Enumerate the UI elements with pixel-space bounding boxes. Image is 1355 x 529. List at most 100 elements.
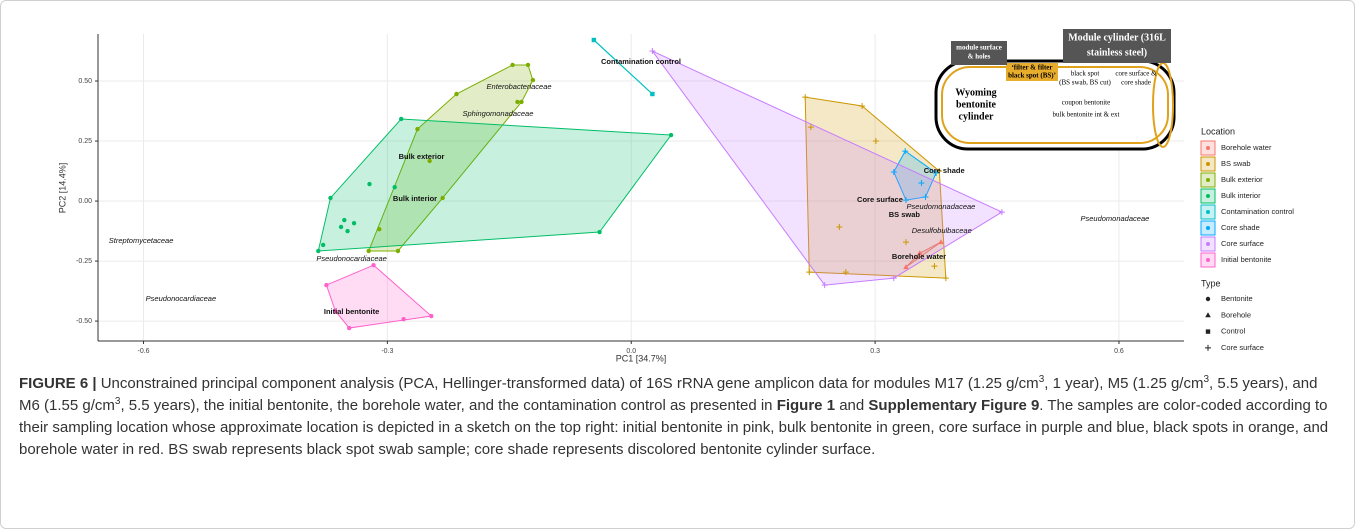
legend-symbol [1205,312,1211,317]
point [399,117,403,121]
annotation: Pseudonocardiaceae [316,254,386,263]
point [401,317,405,321]
legend-symbol [1206,329,1210,333]
legend-label: Core surface [1221,343,1264,352]
legend-label: Core surface [1221,239,1264,248]
caption-text: FIGURE 6 | [19,375,97,392]
x-axis-label: PC1 [34.7%] [616,353,667,363]
y-tick-label: 0.25 [78,138,92,145]
legend-label: Control [1221,327,1246,336]
y-tick-label: -0.25 [76,258,92,265]
point [342,218,346,222]
y-tick-label: -0.50 [76,318,92,325]
legend-dot [1206,178,1210,182]
legend-label: Borehole water [1221,143,1272,152]
sketch-label: bentonite [956,99,997,110]
legend-label: Borehole [1221,310,1251,319]
point [510,63,514,67]
point [377,227,381,231]
sketch-label: core surface & [1115,70,1157,78]
point [324,283,328,287]
caption-text: Figure 1 [777,397,835,414]
legend-dot [1206,210,1210,214]
legend-label: Bulk exterior [1221,175,1263,184]
sketch-label: stainless steel) [1087,47,1147,58]
sketch-label: coupon bentonite [1062,99,1110,107]
annotation: Bulk interior [393,194,437,203]
figure: -0.6-0.30.00.30.6-0.50-0.250.000.250.50C… [0,0,1355,529]
sketch-label: core shade [1121,79,1151,87]
x-tick-label: 0.6 [1114,348,1124,355]
point [592,38,596,42]
y-tick-label: 0.00 [78,198,92,205]
point [367,182,371,186]
point [396,249,400,253]
annotation: Core surface [857,195,903,204]
annotation: Enterobacteriaceae [487,82,552,91]
point [392,185,396,189]
point [371,263,375,267]
point [526,63,530,67]
sketch-label: & holes [968,53,991,61]
point [597,230,601,234]
legend-label: BS swab [1221,159,1251,168]
sketch-label: (BS swab, BS cut) [1059,79,1111,87]
legend-label: Bulk interior [1221,191,1261,200]
annotation: Initial bentonite [324,307,379,316]
caption-text: , 5.5 years), the initial bentonite, the… [120,397,776,414]
sketch-label: bulk bentonite int & ext [1053,111,1120,119]
legend-dot [1206,162,1210,166]
y-axis-label: PC2 [14.4%] [57,163,67,214]
point [366,249,370,253]
point [345,229,349,233]
legend-dot [1206,146,1210,150]
y-tick-label: 0.50 [78,78,92,85]
point [415,127,419,131]
point [669,133,673,137]
annotation: Desulfobulbaceae [912,226,972,235]
annotation: Bulk exterior [399,152,445,161]
sketch-label: black spot (BS)’ [1008,72,1056,80]
sketch-label: cylinder [959,111,995,122]
caption-text: , 1 year), M5 (1.25 g/cm [1044,375,1203,392]
point [316,249,320,253]
chart: -0.6-0.30.00.30.6-0.50-0.250.000.250.50C… [1,1,1354,371]
caption-text: Supplementary Figure 9 [868,397,1039,414]
legend-title: Location [1201,126,1235,136]
legend-dot [1206,242,1210,246]
legend-label: Contamination control [1221,207,1294,216]
point [454,92,458,96]
point [347,326,351,330]
point [321,243,325,247]
legend-title: Type [1201,278,1221,288]
legend-label: Initial bentonite [1221,255,1271,264]
sketch-label: Module cylinder (316L [1068,32,1166,43]
x-tick-label: -0.3 [381,348,393,355]
caption-text: and [835,397,868,414]
sketch-label: module surface [956,44,1002,52]
legend-dot [1206,194,1210,198]
caption: FIGURE 6 | Unconstrained principal compo… [19,373,1339,461]
point [352,221,356,225]
sketch-label: Wyoming [955,87,996,98]
x-tick-label: -0.6 [137,348,149,355]
point [519,100,523,104]
legend-dot [1206,258,1210,262]
point [650,92,654,96]
annotation: Streptomycetaceae [109,236,174,245]
sketch-label: black spot [1071,70,1100,78]
annotation: Contamination control [601,57,681,66]
point [339,225,343,229]
legend-dot [1206,226,1210,230]
sketch-label: ‘filter & filter [1011,64,1052,72]
annotation: Core shade [924,166,965,175]
legend-label: Bentonite [1221,294,1253,303]
point [515,100,519,104]
legend-symbol [1206,297,1210,301]
annotation: Sphingomonadaceae [462,109,533,118]
point [328,196,332,200]
annotation: BS swab [889,210,921,219]
annotation: Borehole water [892,252,946,261]
point [429,314,433,318]
legend-label: Core shade [1221,223,1260,232]
